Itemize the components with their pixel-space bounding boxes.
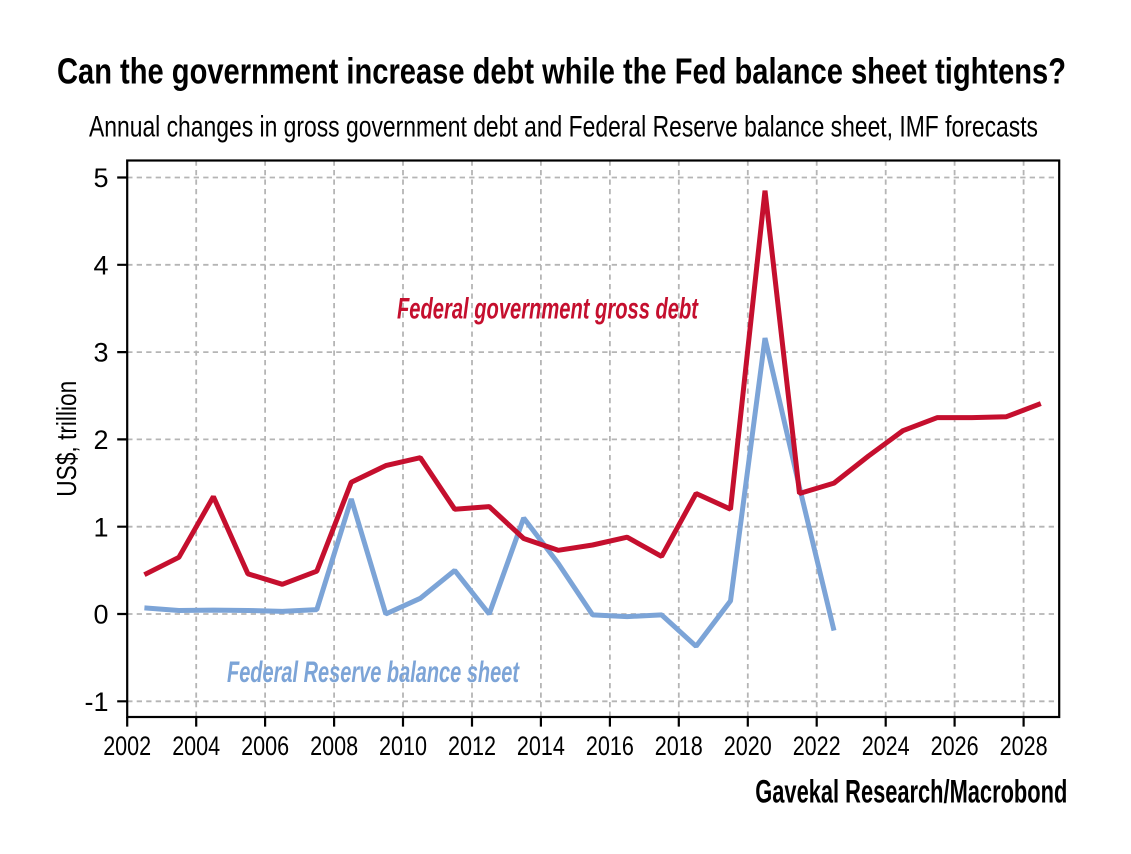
svg-text:2028: 2028 [1000,731,1048,761]
svg-text:2022: 2022 [793,731,841,761]
svg-text:4: 4 [93,250,108,280]
svg-text:2014: 2014 [517,731,565,761]
svg-text:1: 1 [93,512,108,542]
svg-text:2008: 2008 [310,731,358,761]
svg-text:2004: 2004 [172,731,220,761]
svg-text:Federal Reserve balance sheet: Federal Reserve balance sheet [227,656,520,689]
svg-text:3: 3 [93,338,108,368]
svg-text:2012: 2012 [448,731,496,761]
svg-text:2: 2 [93,425,108,455]
svg-text:Federal government gross debt: Federal government gross debt [397,293,699,326]
svg-text:5: 5 [93,163,108,193]
svg-text:Gavekal Research/Macrobond: Gavekal Research/Macrobond [755,774,1067,810]
svg-text:2006: 2006 [241,731,289,761]
svg-text:2016: 2016 [586,731,634,761]
svg-text:2024: 2024 [862,731,910,761]
svg-text:Annual changes in gross govern: Annual changes in gross government debt … [89,111,1038,144]
svg-text:0: 0 [93,600,108,630]
svg-text:US$, trillion: US$, trillion [51,381,82,497]
svg-text:2020: 2020 [724,731,772,761]
svg-text:-1: -1 [84,687,108,717]
svg-text:Can the government increase de: Can the government increase debt while t… [57,50,1066,91]
svg-text:2010: 2010 [379,731,427,761]
svg-text:2018: 2018 [655,731,703,761]
svg-text:2026: 2026 [931,731,979,761]
svg-text:2002: 2002 [103,731,151,761]
